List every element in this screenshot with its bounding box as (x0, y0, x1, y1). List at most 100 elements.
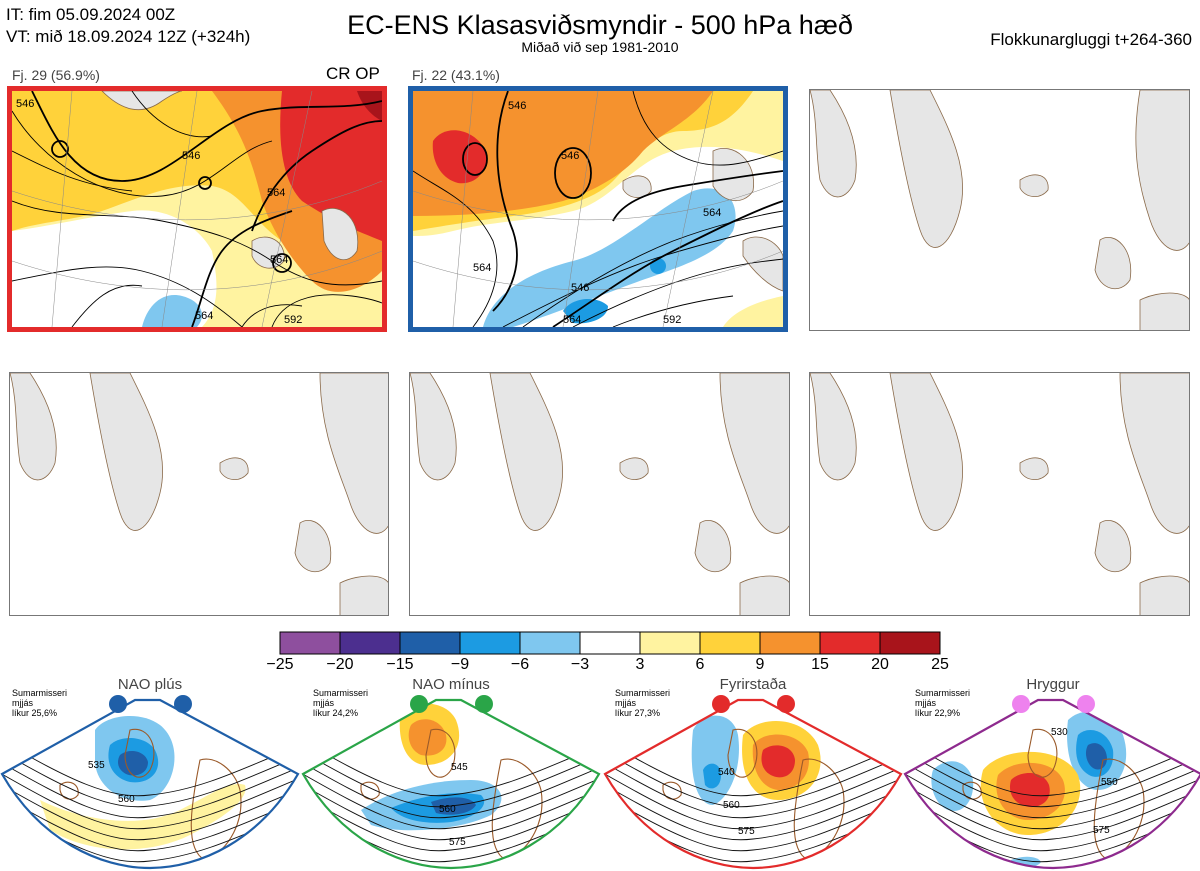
regime-contour-label: 560 (723, 800, 740, 811)
contour-label: 564 (267, 187, 285, 199)
contour-label: 564 (703, 207, 721, 219)
cluster-1-label: Fj. 29 (56.9%) (12, 67, 100, 83)
regime-probability-note: Sumarmisseri mjjás líkur 22,9% (915, 688, 970, 718)
regime-title: NAO mínus (412, 676, 490, 693)
contour-label: 564 (270, 254, 288, 266)
regime-note-line: Sumarmisseri (615, 688, 671, 698)
regime-note-line: Sumarmisseri (313, 688, 369, 698)
regime-title: NAO plús (117, 676, 183, 693)
regime-note-line: Sumarmisseri (915, 688, 971, 698)
regime-contour-label: 560 (118, 794, 135, 805)
colorbar-tick-label: 3 (635, 656, 645, 673)
valid-time: VT: mið 18.09.2024 12Z (+324h) (6, 27, 251, 46)
regime-contour-label: 530 (1051, 727, 1068, 738)
init-time: IT: fim 05.09.2024 00Z (6, 5, 176, 24)
regime-marker-dot (475, 695, 493, 713)
colorbar-cell (399, 631, 461, 655)
colorbar-tick-label: 25 (931, 656, 949, 673)
page-title: EC-ENS Klasasviðsmyndir - 500 hPa hæð (347, 10, 853, 40)
colorbar-cell (699, 631, 761, 655)
regime-marker-dot (777, 695, 795, 713)
base-map (810, 373, 1189, 615)
regime-marker-dot (712, 695, 730, 713)
colorbar (279, 631, 941, 655)
regime-title: Fyrirstaða (719, 676, 787, 693)
regime-probability-note: Sumarmisseri mjjás líkur 24,2% (313, 688, 368, 718)
cluster-1-tag: CR OP (326, 64, 380, 83)
regime-note-line: mjjás (313, 698, 335, 708)
regime-probability-note: Sumarmisseri mjjás líkur 27,3% (615, 688, 670, 718)
base-map (410, 373, 789, 615)
regime-note-line: líkur 22,9% (915, 708, 961, 718)
colorbar-cell (579, 631, 641, 655)
colorbar-cell (819, 631, 881, 655)
colorbar-cell (339, 631, 401, 655)
regime-note-line: mjjás (12, 698, 34, 708)
base-map (810, 90, 1189, 330)
regime-map-3[interactable]: 540 560 575 (603, 690, 903, 870)
regime-contour-label: 575 (738, 826, 755, 837)
regime-map-1[interactable]: 535 560 (0, 690, 300, 870)
contour-label: 546 (16, 98, 34, 110)
colorbar-cell (879, 631, 941, 655)
regime-map-4[interactable]: 530 550 575 (903, 690, 1200, 870)
colorbar-tick-label: −25 (266, 656, 294, 673)
cluster-map-2[interactable]: 546 546 546 564 564 564 592 (408, 86, 788, 332)
regime-title: Hryggur (1026, 676, 1080, 693)
contour-label: 564 (195, 310, 213, 322)
colorbar-cell (759, 631, 821, 655)
cluster-2-label: Fj. 22 (43.1%) (412, 67, 500, 83)
cluster-map-1[interactable]: 546 546 564 564 564 592 (7, 86, 387, 332)
regime-contour-label: 560 (439, 804, 456, 815)
page-subtitle: Miðað við sep 1981-2010 (521, 39, 679, 55)
colorbar-tick-label: −15 (386, 656, 414, 673)
contour-label: 564 (563, 314, 581, 326)
contour-label: 546 (182, 150, 200, 162)
regime-note-line: líkur 24,2% (313, 708, 359, 718)
regime-contour-label: 550 (1101, 777, 1118, 788)
regime-contour-label: 540 (718, 767, 735, 778)
regime-note-line: líkur 25,6% (12, 708, 58, 718)
regime-contour-label: 545 (451, 762, 468, 773)
regime-note-line: Sumarmisseri (12, 688, 68, 698)
empty-map-5[interactable] (409, 372, 790, 616)
colorbar-tick-label: −9 (450, 656, 470, 673)
colorbar-tick-label: 9 (755, 656, 765, 673)
contour-label: 564 (473, 262, 491, 274)
regime-map-2[interactable]: 545 560 575 (301, 690, 601, 870)
empty-map-4[interactable] (9, 372, 389, 616)
regime-marker-dot (1012, 695, 1030, 713)
contour-label: 546 (571, 282, 589, 294)
contour-label: 546 (508, 100, 526, 112)
colorbar-tick-label: −20 (326, 656, 354, 673)
classification-window: Flokkunargluggi t+264-360 (990, 30, 1192, 49)
cluster-map-1-graphic: 546 546 564 564 564 592 (12, 91, 382, 327)
empty-map-3[interactable] (809, 89, 1190, 331)
regime-marker-dot (410, 695, 428, 713)
regime-note-line: mjjás (915, 698, 937, 708)
contour-label: 592 (663, 314, 681, 326)
empty-map-6[interactable] (809, 372, 1190, 616)
colorbar-tick-label: 6 (695, 656, 705, 673)
colorbar-cell (459, 631, 521, 655)
colorbar-tick-label: 20 (871, 656, 889, 673)
colorbar-tick-label: 15 (811, 656, 829, 673)
regime-note-line: líkur 27,3% (615, 708, 661, 718)
regime-contour-label: 535 (88, 760, 105, 771)
cluster-map-2-graphic: 546 546 546 564 564 564 592 (413, 91, 783, 327)
colorbar-cell (519, 631, 581, 655)
regime-probability-note: Sumarmisseri mjjás líkur 25,6% (12, 688, 67, 718)
colorbar-cell (279, 631, 341, 655)
colorbar-tick-label: −6 (510, 656, 530, 673)
regime-contour-label: 575 (449, 837, 466, 848)
contour-label: 546 (561, 150, 579, 162)
regime-contour-label: 575 (1093, 825, 1110, 836)
regime-note-line: mjjás (615, 698, 637, 708)
regime-marker-dot (1077, 695, 1095, 713)
colorbar-cell (639, 631, 701, 655)
contour-label: 592 (284, 314, 302, 326)
regime-marker-dot (109, 695, 127, 713)
header-info: IT: fim 05.09.2024 00Z VT: mið 18.09.202… (6, 4, 250, 48)
base-map (10, 373, 388, 615)
regime-marker-dot (174, 695, 192, 713)
